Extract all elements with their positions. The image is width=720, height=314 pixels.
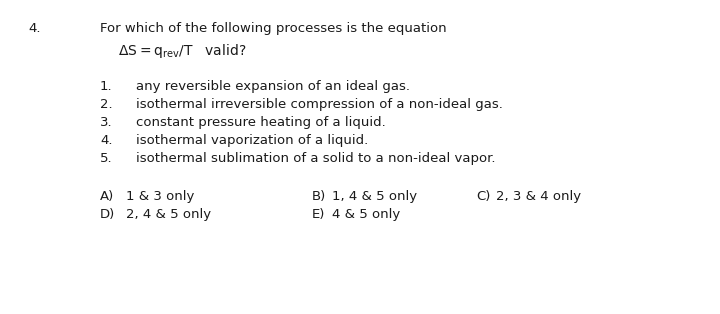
Text: 1 & 3 only: 1 & 3 only [126,190,194,203]
Text: For which of the following processes is the equation: For which of the following processes is … [100,22,446,35]
Text: 1.: 1. [100,80,112,93]
Text: constant pressure heating of a liquid.: constant pressure heating of a liquid. [136,116,386,129]
Text: isothermal irreversible compression of a non-ideal gas.: isothermal irreversible compression of a… [136,98,503,111]
Text: 4.: 4. [28,22,40,35]
Text: 3.: 3. [100,116,112,129]
Text: 1, 4 & 5 only: 1, 4 & 5 only [332,190,417,203]
Text: D): D) [100,208,115,221]
Text: 4 & 5 only: 4 & 5 only [332,208,400,221]
Text: isothermal sublimation of a solid to a non-ideal vapor.: isothermal sublimation of a solid to a n… [136,152,495,165]
Text: 2.: 2. [100,98,112,111]
Text: B): B) [312,190,326,203]
Text: 4.: 4. [100,134,112,147]
Text: 2, 3 & 4 only: 2, 3 & 4 only [496,190,581,203]
Text: A): A) [100,190,114,203]
Text: any reversible expansion of an ideal gas.: any reversible expansion of an ideal gas… [136,80,410,93]
Text: E): E) [312,208,325,221]
Text: 5.: 5. [100,152,112,165]
Text: isothermal vaporization of a liquid.: isothermal vaporization of a liquid. [136,134,368,147]
Text: $\mathregular{\Delta S = q_{rev}/T}$   valid?: $\mathregular{\Delta S = q_{rev}/T}$ val… [118,42,246,60]
Text: 2, 4 & 5 only: 2, 4 & 5 only [126,208,211,221]
Text: C): C) [476,190,490,203]
